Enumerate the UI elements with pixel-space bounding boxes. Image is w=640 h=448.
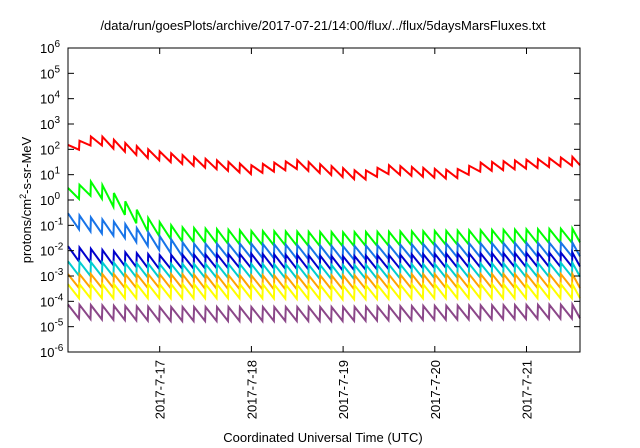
y-tick-base: 10 bbox=[40, 66, 54, 81]
chart-title: /data/run/goesPlots/archive/2017-07-21/1… bbox=[100, 18, 546, 33]
x-axis: 2017-7-17 2017-7-18 2017-7-19 2017-7-20 2017… bbox=[153, 48, 535, 419]
y-tick-base: 10 bbox=[40, 345, 54, 360]
y-tick-exponent: 0 bbox=[54, 191, 60, 202]
y-tick-exponent: -5 bbox=[54, 318, 63, 329]
y-tick-label: 102 bbox=[40, 140, 60, 157]
y-axis-title-sup: 2 bbox=[18, 194, 28, 199]
x-tick-label: 2017-7-19 bbox=[336, 360, 351, 419]
series-line bbox=[67, 300, 581, 324]
y-tick-base: 10 bbox=[40, 294, 54, 309]
y-tick-exponent: -6 bbox=[54, 343, 63, 354]
y-tick-label: 103 bbox=[40, 115, 60, 132]
y-axis-title: protons/cm2-s-sr-MeV bbox=[18, 136, 34, 263]
y-tick-base: 10 bbox=[40, 142, 54, 157]
x-tick-label: 2017-7-21 bbox=[520, 360, 535, 419]
y-tick-base: 10 bbox=[40, 193, 54, 208]
y-tick-base: 10 bbox=[40, 117, 54, 132]
y-tick-base: 10 bbox=[40, 320, 54, 335]
x-tick-label: 2017-7-20 bbox=[428, 360, 443, 419]
y-tick-label: 10-3 bbox=[40, 267, 64, 284]
series-line bbox=[67, 280, 581, 303]
y-tick-exponent: -4 bbox=[54, 292, 63, 303]
y-axis-title-suffix: -s-sr-MeV bbox=[19, 136, 34, 193]
x-tick-label: 2017-7-18 bbox=[244, 360, 259, 419]
y-tick-label: 106 bbox=[40, 39, 60, 56]
series-layer bbox=[67, 134, 581, 324]
y-tick-base: 10 bbox=[40, 168, 54, 183]
y-tick-base: 10 bbox=[40, 269, 54, 284]
y-axis: 10-610-510-410-310-210-11001011021031041… bbox=[40, 39, 580, 360]
y-tick-exponent: 6 bbox=[54, 39, 60, 50]
y-tick-label: 100 bbox=[40, 191, 60, 208]
y-tick-label: 104 bbox=[40, 90, 60, 107]
series-line bbox=[67, 178, 581, 249]
series-line bbox=[67, 244, 581, 274]
y-tick-label: 10-4 bbox=[40, 292, 64, 309]
y-tick-exponent: 2 bbox=[54, 140, 60, 151]
y-tick-label: 10-1 bbox=[40, 216, 64, 233]
x-tick-label: 2017-7-17 bbox=[153, 360, 168, 419]
y-tick-label: 10-2 bbox=[40, 242, 64, 259]
y-tick-exponent: 1 bbox=[54, 166, 60, 177]
y-tick-base: 10 bbox=[40, 244, 54, 259]
y-tick-exponent: -3 bbox=[54, 267, 63, 278]
series-line bbox=[67, 212, 581, 264]
y-tick-base: 10 bbox=[40, 41, 54, 56]
series-line bbox=[67, 259, 581, 282]
y-tick-base: 10 bbox=[40, 218, 54, 233]
y-tick-label: 10-5 bbox=[40, 318, 64, 335]
y-axis-title-prefix: protons/cm bbox=[19, 199, 34, 263]
y-tick-base: 10 bbox=[40, 92, 54, 107]
y-tick-exponent: 3 bbox=[54, 115, 60, 126]
y-tick-label: 105 bbox=[40, 64, 60, 81]
x-axis-title: Coordinated Universal Time (UTC) bbox=[223, 430, 422, 445]
y-tick-exponent: -1 bbox=[54, 216, 63, 227]
y-tick-exponent: 4 bbox=[54, 90, 60, 101]
y-tick-exponent: 5 bbox=[54, 64, 60, 75]
y-tick-label: 101 bbox=[40, 166, 60, 183]
y-tick-label: 10-6 bbox=[40, 343, 64, 360]
series-line bbox=[67, 270, 581, 293]
series-line bbox=[67, 134, 581, 182]
y-tick-exponent: -2 bbox=[54, 242, 63, 253]
